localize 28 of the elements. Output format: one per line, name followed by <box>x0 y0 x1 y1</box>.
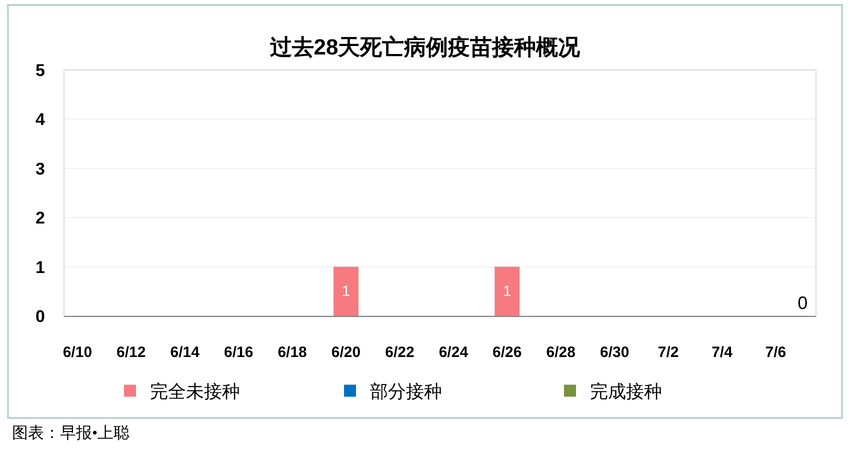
data-label: 0 <box>798 293 808 313</box>
y-tick-label: 1 <box>36 258 45 277</box>
x-tick-label: 6/20 <box>331 344 361 362</box>
x-tick-label: 6/30 <box>600 344 630 362</box>
y-tick-label: 3 <box>36 159 45 178</box>
x-tick-label: 6/28 <box>546 344 576 362</box>
x-tick-label: 6/12 <box>116 344 146 362</box>
x-tick-label: 6/14 <box>170 344 200 362</box>
y-tick-label: 4 <box>36 110 46 130</box>
y-tick-label: 2 <box>36 208 45 228</box>
x-tick-label: 6/10 <box>62 344 92 362</box>
x-tick-label: 6/22 <box>385 344 414 362</box>
chart-title: 过去28天死亡病例疫苗接种概况 <box>268 34 582 60</box>
x-tick-label: 6/26 <box>492 344 522 362</box>
legend-label: 完全未接种 <box>150 382 240 402</box>
legend-label: 部分接种 <box>370 382 442 402</box>
x-tick-label: 7/6 <box>765 344 786 362</box>
x-tick-label: 7/4 <box>712 344 734 362</box>
x-tick-label: 6/18 <box>278 344 307 362</box>
data-label: 1 <box>502 282 512 300</box>
y-tick-label: 0 <box>36 306 45 326</box>
x-tick-label: 7/2 <box>658 344 679 362</box>
y-tick-label: 5 <box>36 60 45 80</box>
data-label: 1 <box>342 282 350 300</box>
x-tick-label: 6/16 <box>224 344 254 362</box>
text: 图表：早报•上聪 <box>12 424 130 442</box>
legend-label: 完成接种 <box>590 382 662 402</box>
x-tick-label: 6/24 <box>438 344 469 362</box>
